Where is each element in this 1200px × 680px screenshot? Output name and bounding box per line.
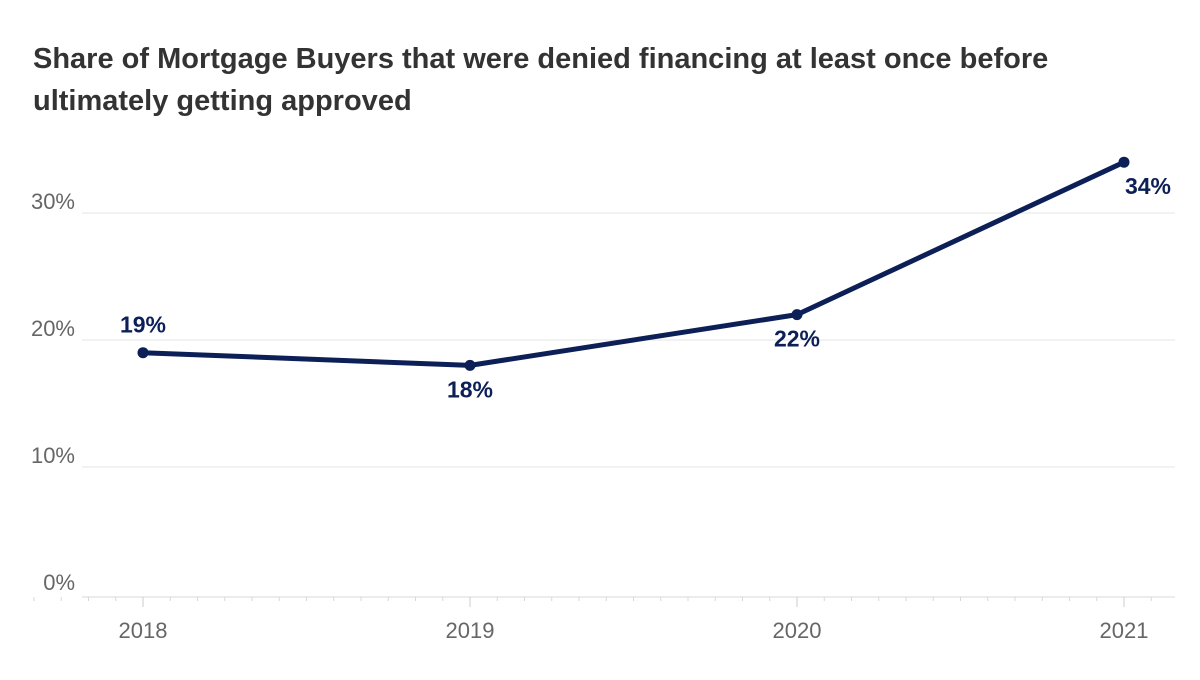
x-tick-label: 2021 [1100,618,1149,643]
y-tick-label: 30% [31,189,75,214]
y-tick-label: 10% [31,443,75,468]
x-axis [33,596,1175,607]
series-line [140,159,1127,368]
x-tick-label: 2019 [446,618,495,643]
y-tick-label: 20% [31,316,75,341]
data-point [137,347,149,359]
x-axis-tick-labels: 2018 2019 2020 2021 [119,618,1149,643]
data-label: 18% [447,376,493,402]
x-tick-label: 2020 [773,618,822,643]
y-axis-tick-labels: 0% 10% 20% 30% [31,189,75,595]
data-points [137,156,1130,371]
data-labels: 19% 18% 22% 34% [120,173,1171,402]
series-line-path [140,159,1127,368]
data-label: 34% [1125,173,1171,199]
data-label: 19% [120,312,166,338]
y-tick-label: 0% [43,570,75,595]
chart-title: Share of Mortgage Buyers that were denie… [33,43,1049,117]
data-label: 22% [774,326,820,352]
data-point [791,309,803,321]
x-tick-label: 2018 [119,618,168,643]
data-point [464,359,476,371]
data-point [1118,156,1130,168]
